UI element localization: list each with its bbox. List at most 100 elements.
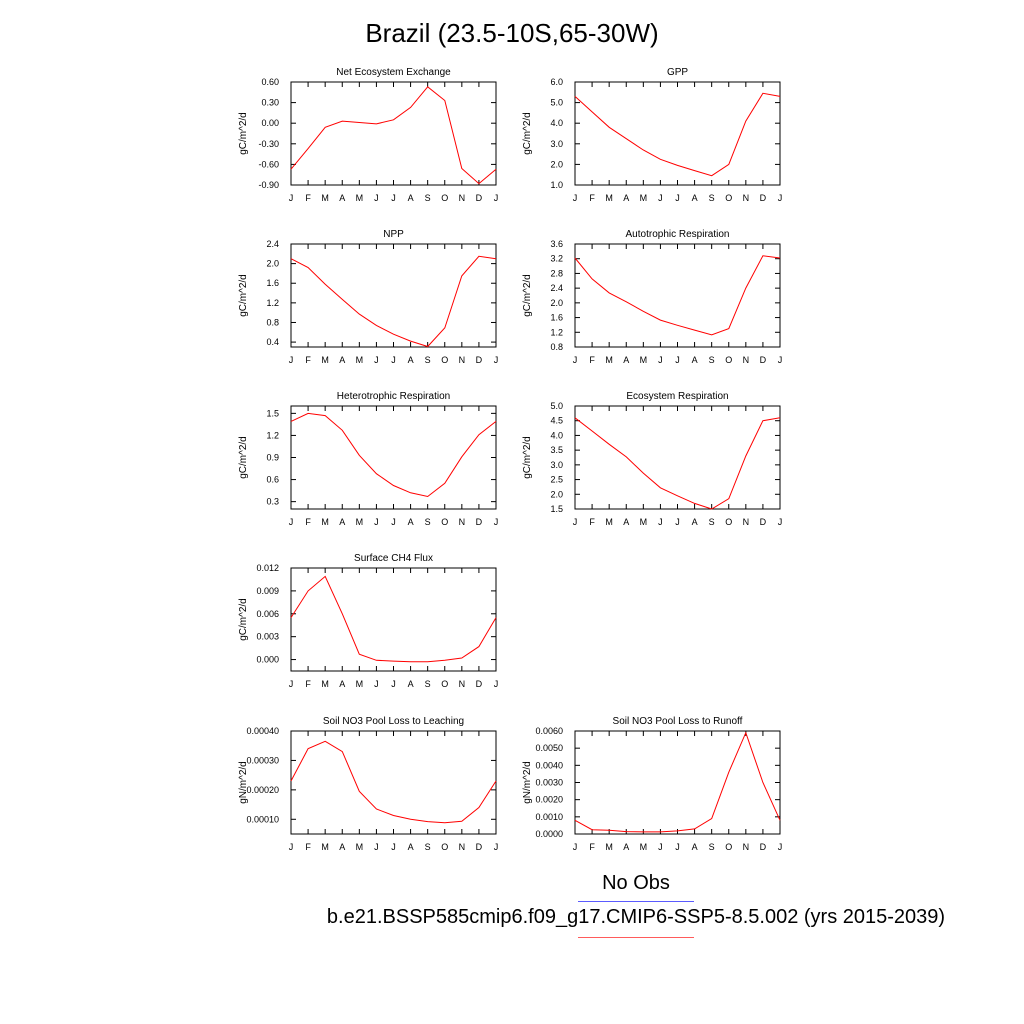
- y-tick-label: 0.00010: [246, 814, 279, 824]
- x-tick-label: J: [778, 193, 783, 203]
- y-axis-label: gC/m^2/d: [238, 112, 249, 155]
- y-tick-label: 3.0: [550, 460, 563, 470]
- x-tick-label: J: [289, 679, 294, 689]
- y-tick-label: 0.6: [266, 475, 279, 485]
- x-tick-label: F: [305, 517, 311, 527]
- x-tick-label: F: [305, 679, 311, 689]
- x-tick-label: S: [425, 842, 431, 852]
- x-tick-label: A: [408, 193, 414, 203]
- x-tick-label: O: [725, 193, 732, 203]
- x-tick-label: M: [356, 193, 364, 203]
- panel-title: GPP: [667, 67, 688, 78]
- x-tick-label: S: [425, 355, 431, 365]
- x-tick-label: F: [589, 193, 595, 203]
- x-tick-label: M: [640, 355, 648, 365]
- x-tick-label: J: [391, 679, 396, 689]
- y-tick-label: 2.0: [266, 259, 279, 269]
- panel-title: Surface CH4 Flux: [354, 553, 433, 564]
- x-tick-label: N: [459, 679, 466, 689]
- y-tick-label: -0.60: [258, 159, 279, 169]
- x-tick-label: J: [573, 355, 578, 365]
- x-tick-label: J: [573, 193, 578, 203]
- x-tick-label: M: [605, 517, 613, 527]
- x-tick-label: J: [658, 517, 663, 527]
- y-tick-label: 4.5: [550, 416, 563, 426]
- x-tick-label: A: [339, 355, 345, 365]
- x-tick-label: A: [623, 517, 629, 527]
- y-axis-label: gC/m^2/d: [522, 436, 533, 479]
- series-line: [574, 731, 781, 833]
- panel-title: Net Ecosystem Exchange: [336, 67, 451, 78]
- x-tick-label: O: [441, 355, 448, 365]
- legend-case-line: [578, 937, 694, 938]
- panel-title: Ecosystem Respiration: [626, 391, 728, 402]
- x-tick-label: F: [305, 355, 311, 365]
- y-tick-label: 0.00040: [246, 726, 279, 736]
- y-tick-label: 0.0020: [535, 795, 563, 805]
- y-tick-label: 0.0060: [535, 726, 563, 736]
- y-tick-label: 2.4: [550, 283, 563, 293]
- y-tick-label: 1.2: [266, 430, 279, 440]
- x-tick-label: J: [289, 355, 294, 365]
- y-tick-label: 4.0: [550, 118, 563, 128]
- y-tick-label: 6.0: [550, 77, 563, 87]
- x-tick-label: F: [589, 355, 595, 365]
- x-tick-label: J: [374, 842, 379, 852]
- y-tick-label: 0.012: [256, 563, 279, 573]
- x-tick-label: F: [305, 193, 311, 203]
- y-tick-label: 1.0: [550, 180, 563, 190]
- y-tick-label: 0.00030: [246, 755, 279, 765]
- x-tick-label: J: [778, 517, 783, 527]
- x-tick-label: J: [391, 842, 396, 852]
- y-tick-label: 0.4: [266, 337, 279, 347]
- y-tick-label: 0.00020: [246, 785, 279, 795]
- x-tick-label: J: [494, 842, 499, 852]
- x-tick-label: J: [374, 679, 379, 689]
- y-tick-label: 0.00: [261, 118, 279, 128]
- x-tick-label: D: [476, 679, 483, 689]
- x-tick-label: S: [709, 842, 715, 852]
- y-tick-label: 3.2: [550, 254, 563, 264]
- y-axis-label: gC/m^2/d: [238, 274, 249, 317]
- x-tick-label: N: [743, 842, 750, 852]
- x-tick-label: M: [321, 193, 329, 203]
- y-axis-label: gN/m^2/d: [238, 761, 249, 804]
- plot-frame: [574, 243, 781, 348]
- x-tick-label: M: [321, 355, 329, 365]
- series-line: [290, 255, 497, 348]
- x-tick-label: A: [408, 679, 414, 689]
- y-tick-label: 0.0050: [535, 743, 563, 753]
- x-tick-label: O: [725, 842, 732, 852]
- figure-title: Brazil (23.5-10S,65-30W): [365, 18, 659, 48]
- y-axis-label: gN/m^2/d: [522, 761, 533, 804]
- y-tick-label: -0.30: [258, 139, 279, 149]
- y-tick-label: 1.6: [266, 278, 279, 288]
- chart-panel: Soil NO3 Pool Loss to Leaching gN/m^2/d J F…: [238, 716, 498, 852]
- y-axis-label: gC/m^2/d: [522, 112, 533, 155]
- x-tick-label: F: [305, 842, 311, 852]
- y-tick-label: 0.8: [266, 317, 279, 327]
- x-tick-label: O: [441, 679, 448, 689]
- y-tick-label: 1.5: [550, 504, 563, 514]
- x-tick-label: N: [459, 842, 466, 852]
- series-line: [290, 412, 497, 498]
- x-tick-label: D: [476, 517, 483, 527]
- series-line: [574, 255, 781, 336]
- x-tick-label: J: [494, 355, 499, 365]
- x-tick-label: A: [692, 193, 698, 203]
- legend-case-label: b.e21.BSSP585cmip6.f09_g17.CMIP6-SSP5-8.…: [326, 906, 946, 928]
- x-tick-label: J: [391, 517, 396, 527]
- x-tick-label: A: [408, 842, 414, 852]
- x-tick-label: F: [589, 517, 595, 527]
- y-tick-label: 2.0: [550, 159, 563, 169]
- x-tick-label: J: [391, 355, 396, 365]
- x-tick-label: J: [374, 355, 379, 365]
- y-tick-label: 0.0010: [535, 812, 563, 822]
- x-tick-label: A: [623, 842, 629, 852]
- y-tick-label: 1.6: [550, 313, 563, 323]
- x-tick-label: A: [692, 517, 698, 527]
- x-tick-label: F: [589, 842, 595, 852]
- x-tick-label: O: [441, 517, 448, 527]
